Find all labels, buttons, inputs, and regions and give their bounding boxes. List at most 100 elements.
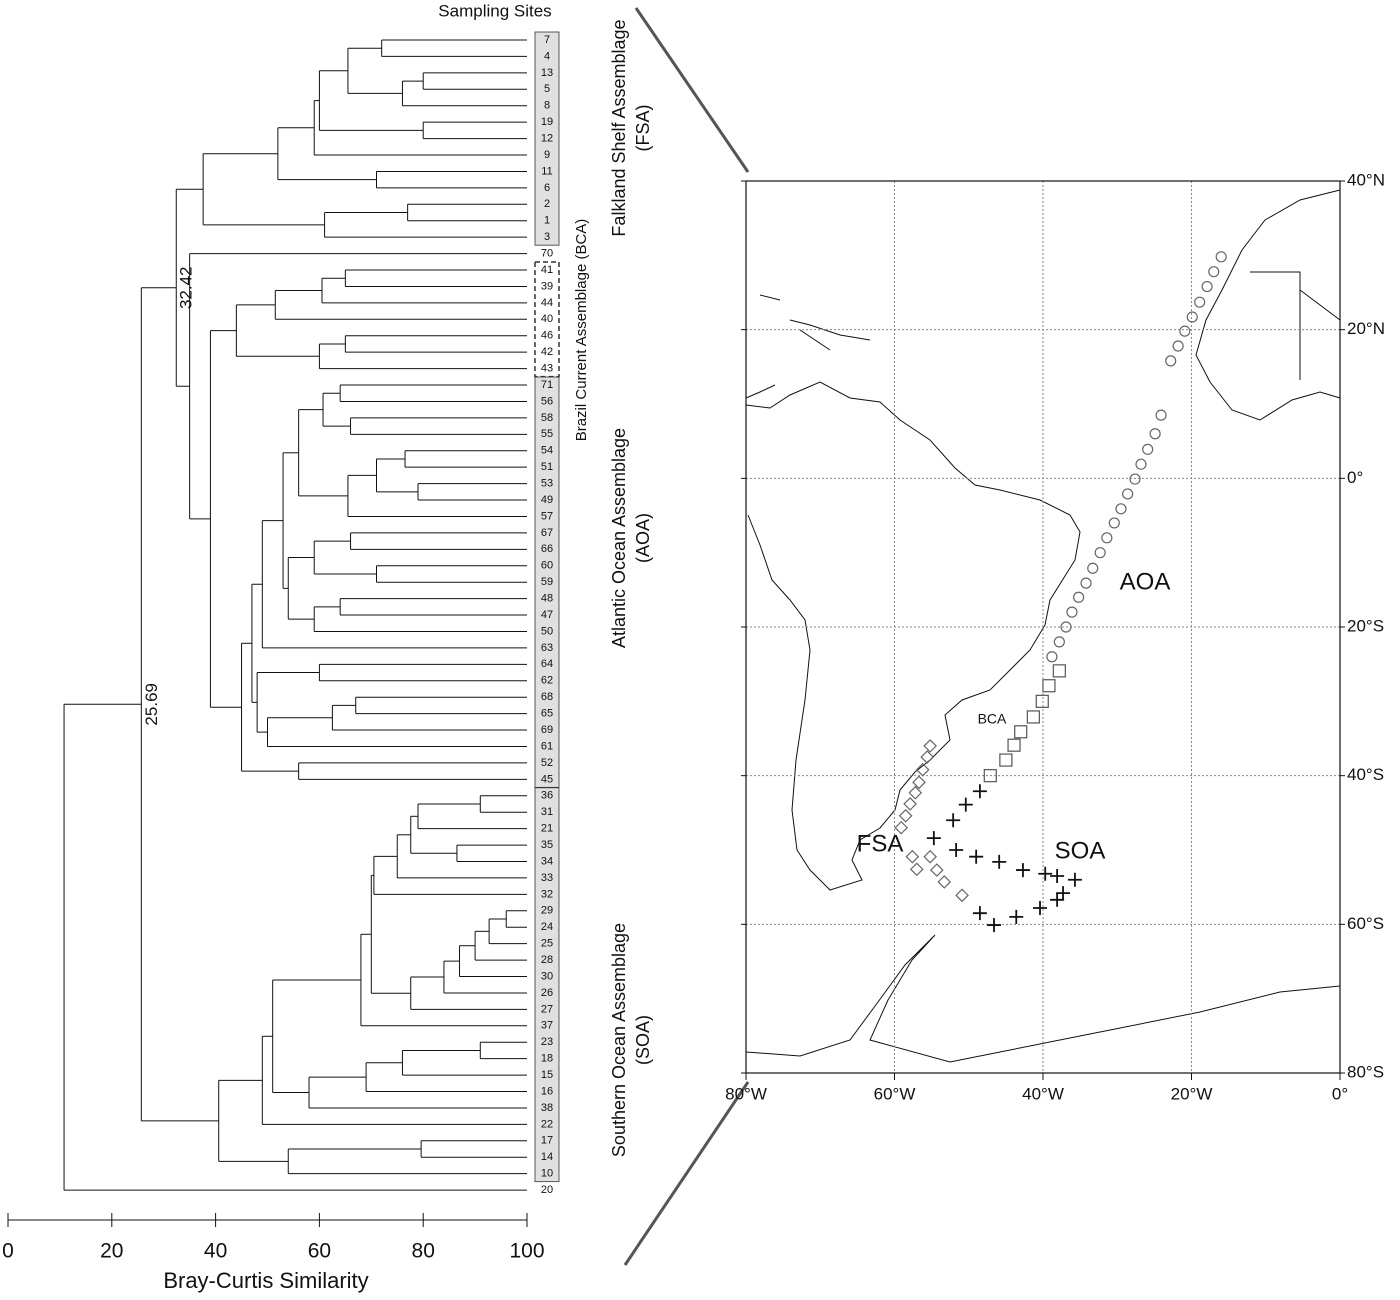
- group-label: Southern Ocean Assemblage (SOA): [609, 923, 653, 1157]
- marker-circle: [1087, 562, 1099, 574]
- leaf-label: 33: [541, 872, 553, 884]
- coastlines: [745, 189, 1341, 1063]
- marker-plus: [1050, 892, 1065, 907]
- marker-circle: [1115, 503, 1127, 515]
- marker-diamond: [923, 739, 937, 753]
- leaf-label: 9: [544, 149, 550, 161]
- y-tick-label: 60°S: [1347, 914, 1384, 933]
- marker-circle: [1046, 651, 1058, 663]
- leaf-label: 59: [541, 576, 553, 588]
- marker-plus: [972, 906, 987, 921]
- marker-diamond: [908, 785, 923, 800]
- map: 80°W 60°W 40°W 20°W 0° 40°N 20°N 0° 20°S 40°S 60°S…: [725, 170, 1385, 1103]
- marker-circle: [1215, 251, 1227, 263]
- leaf-label: 29: [541, 905, 553, 917]
- x-tick-label: 100: [509, 1240, 544, 1263]
- marker-circle: [1129, 473, 1141, 485]
- map-frame: [745, 180, 1341, 1074]
- leaf-label: 31: [541, 806, 553, 818]
- x-tick-label: 20: [100, 1240, 123, 1263]
- x-tick-label: 60°W: [874, 1084, 916, 1103]
- leaf-label: 60: [541, 560, 553, 572]
- marker-circle: [1179, 325, 1191, 337]
- leaf-label: 51: [541, 461, 553, 473]
- marker-circle: [1172, 340, 1184, 352]
- leaf-label: 58: [541, 412, 553, 424]
- node-height-label: 32.42: [177, 266, 196, 309]
- leaf-label: 17: [541, 1135, 553, 1147]
- leaf-label: 40: [541, 313, 553, 325]
- leaf-label: 65: [541, 708, 553, 720]
- leaf-label: 69: [541, 724, 553, 736]
- group-label-line: Atlantic Ocean Assemblage: [609, 428, 629, 648]
- south-america: [745, 381, 1081, 891]
- y-tick-label: 0°: [1347, 468, 1363, 487]
- leaf-label: 11: [541, 165, 552, 177]
- marker-circle: [1142, 443, 1154, 455]
- marker-diamond: [920, 750, 935, 764]
- marker-circle: [1101, 532, 1113, 544]
- marker-plus: [986, 918, 1001, 933]
- marker-diamond: [937, 875, 952, 889]
- marker-plus: [1050, 869, 1065, 884]
- region-label: SOA: [1055, 837, 1106, 864]
- marker-plus: [1038, 866, 1053, 881]
- y-tick-label: 20°N: [1347, 319, 1385, 338]
- x-tick-label: 40°W: [1022, 1084, 1064, 1103]
- node-height-label: 25.69: [142, 683, 161, 726]
- leaf-label: 30: [541, 970, 553, 982]
- leaf-label: 41: [541, 264, 553, 276]
- leaf-label: 47: [541, 609, 553, 621]
- marker-circle: [1186, 311, 1198, 323]
- leaf-label: 62: [541, 675, 553, 687]
- leaf-label: 10: [541, 1168, 553, 1180]
- marker-circle: [1073, 591, 1085, 603]
- leaf-group-box: [534, 376, 560, 788]
- leaf-label: 22: [541, 1118, 553, 1130]
- leaf-label: 44: [541, 297, 553, 309]
- marker-plus: [926, 831, 941, 846]
- marker-circle: [1135, 458, 1147, 470]
- leaf-label: 20: [541, 1184, 553, 1196]
- x-tick-label: 60: [308, 1240, 331, 1263]
- leaf-group-box: [534, 261, 560, 378]
- marker-plus: [1056, 886, 1071, 901]
- leaf-label: 4: [544, 50, 550, 62]
- leaf-label: 12: [541, 132, 553, 144]
- marker-plus: [1067, 872, 1082, 887]
- marker-square: [1026, 710, 1040, 724]
- marker-plus: [1009, 909, 1024, 924]
- group-label: Brazil Current Assemblage (BCA): [573, 219, 590, 442]
- leaf-label: 57: [541, 510, 553, 522]
- group-label-line: Falkland Shelf Assemblage: [609, 19, 629, 236]
- marker-diamond: [903, 797, 917, 811]
- leaf-label: 67: [541, 527, 553, 539]
- leaf-label: 26: [541, 987, 553, 999]
- leaf-label: 42: [541, 346, 553, 358]
- marker-plus: [969, 849, 984, 864]
- marker-diamond: [915, 762, 930, 777]
- marker-plus: [949, 843, 964, 857]
- marker-circle: [1201, 280, 1213, 293]
- leaf-label: 50: [541, 625, 553, 637]
- x-axis-title: Bray-Curtis Similarity: [163, 1268, 368, 1293]
- leaf-label: 21: [541, 823, 553, 835]
- leaf-label: 52: [541, 757, 553, 769]
- marker-circle: [1194, 296, 1206, 308]
- leaf-label: 64: [541, 658, 553, 670]
- marker-diamond: [929, 863, 944, 877]
- leaf-label: 37: [541, 1020, 553, 1032]
- x-tick-label: 80°W: [725, 1084, 767, 1103]
- marker-circle: [1108, 517, 1120, 529]
- marker-circle: [1149, 428, 1161, 440]
- leaf-label: 2: [544, 198, 550, 210]
- marker-diamond: [898, 808, 913, 823]
- marker-square: [1014, 725, 1028, 739]
- marker-square: [983, 769, 997, 783]
- leaf-label: 45: [541, 773, 553, 785]
- y-tick-label: 40°N: [1347, 170, 1385, 189]
- y-tick-label: 20°S: [1347, 616, 1384, 635]
- leaf-label: 13: [541, 67, 553, 79]
- leaf-label: 25: [541, 938, 553, 950]
- marker-diamond: [912, 775, 926, 790]
